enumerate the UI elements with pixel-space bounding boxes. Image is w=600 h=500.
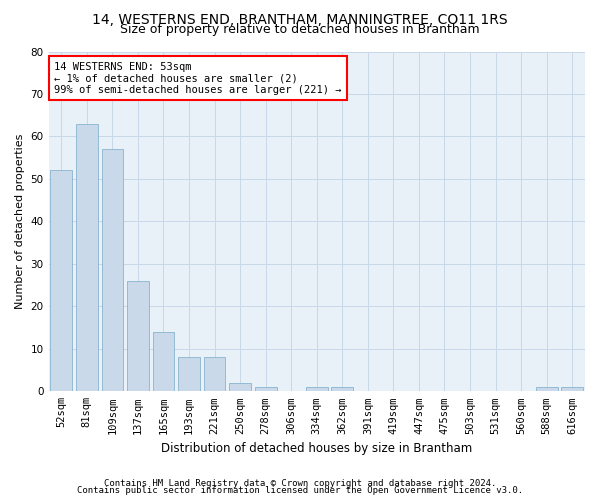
Text: Contains HM Land Registry data © Crown copyright and database right 2024.: Contains HM Land Registry data © Crown c… bbox=[104, 478, 496, 488]
Bar bbox=[536, 387, 557, 392]
Bar bbox=[331, 387, 353, 392]
Text: Contains public sector information licensed under the Open Government Licence v3: Contains public sector information licen… bbox=[77, 486, 523, 495]
Text: 14 WESTERNS END: 53sqm
← 1% of detached houses are smaller (2)
99% of semi-detac: 14 WESTERNS END: 53sqm ← 1% of detached … bbox=[54, 62, 341, 95]
Y-axis label: Number of detached properties: Number of detached properties bbox=[15, 134, 25, 309]
Bar bbox=[152, 332, 175, 392]
Text: Size of property relative to detached houses in Brantham: Size of property relative to detached ho… bbox=[120, 22, 480, 36]
Bar bbox=[306, 387, 328, 392]
Bar bbox=[101, 149, 123, 392]
X-axis label: Distribution of detached houses by size in Brantham: Distribution of detached houses by size … bbox=[161, 442, 472, 455]
Bar bbox=[204, 358, 226, 392]
Bar bbox=[255, 387, 277, 392]
Bar bbox=[76, 124, 98, 392]
Text: 14, WESTERNS END, BRANTHAM, MANNINGTREE, CO11 1RS: 14, WESTERNS END, BRANTHAM, MANNINGTREE,… bbox=[92, 12, 508, 26]
Bar bbox=[562, 387, 583, 392]
Bar bbox=[127, 281, 149, 392]
Bar bbox=[229, 383, 251, 392]
Bar bbox=[178, 358, 200, 392]
Bar bbox=[50, 170, 72, 392]
